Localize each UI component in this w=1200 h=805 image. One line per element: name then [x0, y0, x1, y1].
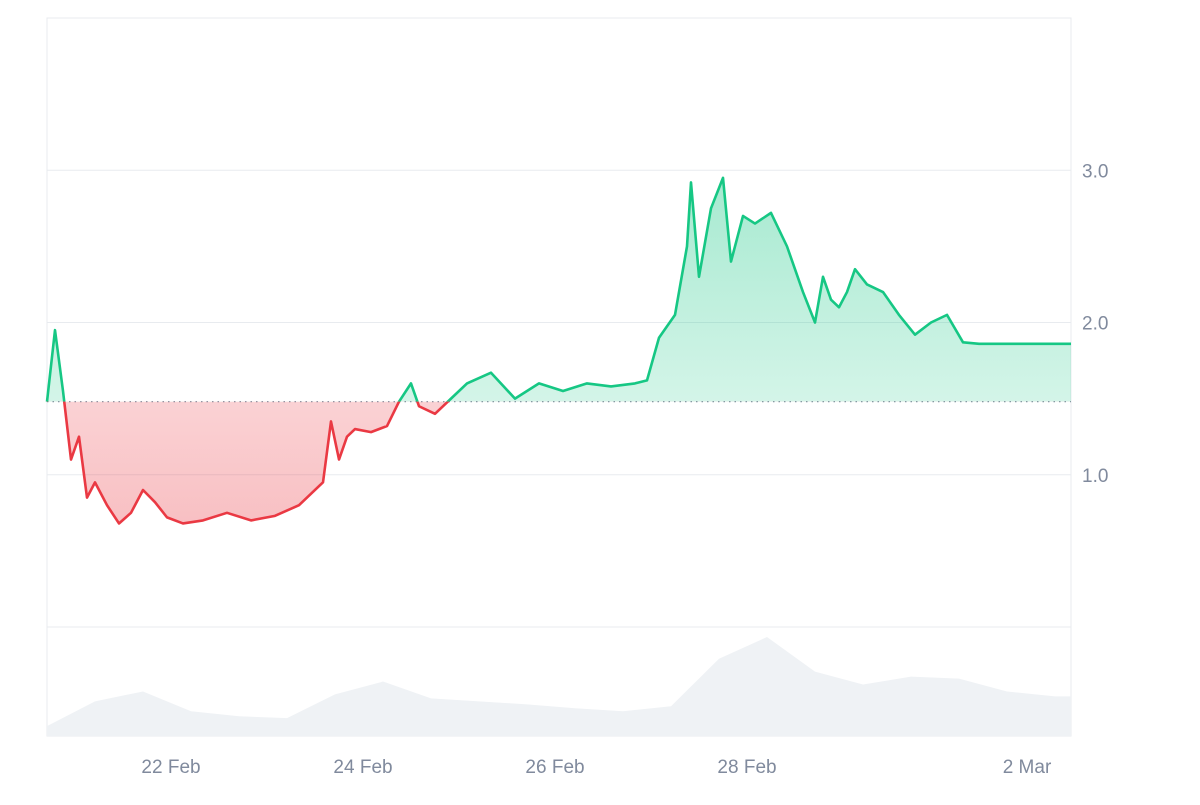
x-axis-ticks: 22 Feb 24 Feb 26 Feb 28 Feb 2 Mar — [141, 757, 1052, 778]
y-tick-label: 3.0 — [1082, 161, 1108, 182]
y-tick-label: 2.0 — [1082, 314, 1108, 335]
x-tick-label: 2 Mar — [1003, 757, 1052, 778]
x-tick-label: 28 Feb — [717, 757, 776, 778]
price-line-below — [47, 401, 450, 525]
y-axis-ticks: 1.0 2.0 3.0 — [1082, 161, 1108, 487]
volume-fill — [47, 637, 1071, 736]
y-tick-label: 1.0 — [1082, 466, 1108, 487]
price-area-above — [47, 177, 1071, 402]
x-tick-label: 22 Feb — [141, 757, 200, 778]
price-line-above — [45, 176, 1071, 402]
x-tick-label: 24 Feb — [333, 757, 392, 778]
price-area — [45, 176, 1071, 525]
volume-area — [47, 637, 1071, 736]
price-area-below — [64, 401, 448, 524]
x-tick-label: 26 Feb — [525, 757, 584, 778]
